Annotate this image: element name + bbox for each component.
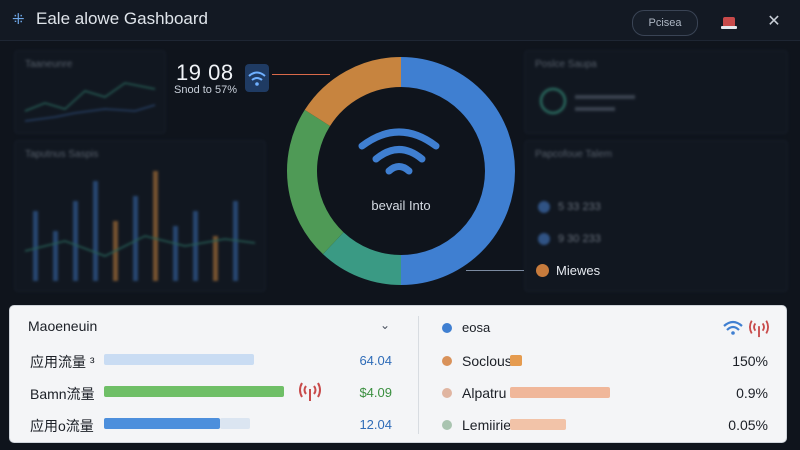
row-label: Soclous (462, 353, 512, 369)
row-label: Bamn流量 (30, 386, 95, 402)
wifi-icon (248, 71, 266, 86)
legend-dot (442, 388, 452, 398)
signal-icon (749, 320, 769, 338)
panel-top-left: Taaneunre (14, 50, 166, 134)
legend-dot (442, 323, 452, 333)
row-value: 64.04 (359, 353, 392, 368)
panel-title: Poslce Saupa (535, 59, 597, 70)
close-icon[interactable]: ✕ (767, 13, 781, 30)
row-percent: 0.05% (728, 417, 768, 433)
stat-subtitle: Snod to 57% (174, 84, 237, 96)
right-header-label: eosa (462, 320, 491, 335)
row-value: 12.04 (359, 417, 392, 432)
grid-icon: ⁜ (12, 11, 25, 28)
callout-line (272, 74, 330, 75)
donut-segment-green (287, 109, 344, 255)
donut-center-label: bevail Into (371, 198, 431, 213)
row-bar (510, 355, 522, 366)
legend-item: 5 33 233 (538, 201, 601, 214)
row-bar (104, 386, 284, 397)
row-bar-track (220, 418, 250, 429)
donut-segment-teal (322, 231, 402, 285)
row-percent: 150% (732, 353, 768, 369)
pointer-line (466, 270, 524, 271)
row-label: Alpatru (462, 385, 507, 401)
panel-title: Taaneunre (25, 59, 73, 70)
legend-dot (538, 233, 550, 246)
row-label: 应用o流量 (30, 418, 94, 434)
callout-label: Miewes (556, 263, 601, 278)
title-bar: ⁜ Eale alowe Gashboard Pcisea ✕ (0, 0, 800, 41)
row-bar (510, 419, 566, 430)
preview-button[interactable]: Pcisea (632, 10, 698, 36)
sparkline-chart (24, 82, 156, 122)
stat-value: 19 08 (176, 60, 234, 85)
panel-mid-right: Papcofoue Talem (524, 140, 788, 292)
donut-segment-blue (400, 57, 515, 285)
row-bar (510, 387, 610, 398)
chevron-down-icon[interactable]: ⌄ (380, 318, 391, 332)
gauge-icon (539, 87, 635, 115)
panel-mid-left: Taputnus Saspis (14, 140, 266, 292)
table-header-label: Maoeneuin (28, 318, 98, 334)
legend-item: 9 30 233 (538, 233, 601, 246)
wifi-icon (358, 128, 440, 175)
window-title: Eale alowe Gashboard (36, 9, 209, 28)
legend-dot (442, 356, 452, 366)
bar-chart (24, 171, 256, 281)
bell-icon[interactable] (718, 11, 740, 33)
panel-title: Taputnus Saspis (25, 149, 99, 160)
legend-dot (538, 201, 550, 214)
row-value: $4.09 (359, 385, 392, 400)
wifi-icon (723, 320, 743, 335)
row-bar (104, 354, 254, 365)
panel-top-right: Poslce Saupa (524, 50, 788, 134)
column-divider (418, 316, 419, 434)
panel-title: Papcofoue Talem (535, 149, 613, 160)
row-bar (104, 418, 220, 429)
row-label: 应用流量 ³ (30, 354, 95, 370)
legend-dot (536, 264, 549, 277)
wifi-badge[interactable] (245, 64, 269, 92)
donut-chart (287, 57, 515, 285)
signal-icon (299, 382, 321, 401)
donut-segment-orange (304, 57, 402, 127)
row-percent: 0.9% (736, 385, 768, 401)
row-label: Lemiiries (462, 417, 519, 433)
legend-dot (442, 420, 452, 430)
